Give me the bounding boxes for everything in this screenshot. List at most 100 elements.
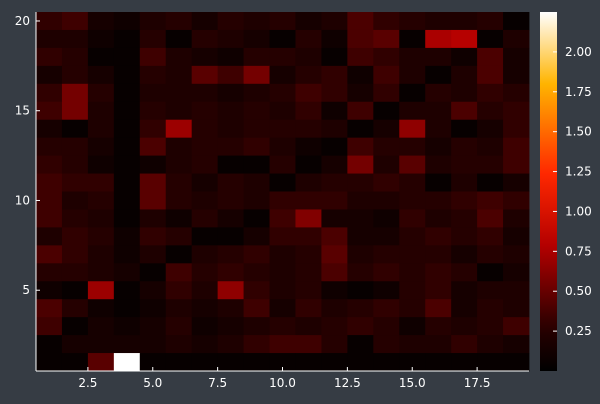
heatmap-cell xyxy=(191,83,219,103)
heatmap-cell xyxy=(113,227,141,246)
heatmap-cell xyxy=(87,299,115,318)
heatmap-cell xyxy=(503,137,530,156)
heatmap-cell xyxy=(425,299,452,318)
heatmap-cell xyxy=(295,227,322,246)
heatmap-cell xyxy=(503,83,530,103)
heatmap-cell xyxy=(477,101,504,121)
heatmap-cell xyxy=(269,335,296,354)
heatmap-cell xyxy=(191,335,219,354)
heatmap-cell xyxy=(425,245,452,264)
heatmap-cell xyxy=(321,335,348,354)
heatmap-cell xyxy=(477,12,504,31)
heatmap-cell xyxy=(217,65,244,85)
heatmap-cell xyxy=(61,335,89,354)
heatmap-cell xyxy=(165,155,193,174)
heatmap-cell xyxy=(477,263,504,282)
heatmap-cell xyxy=(87,101,115,121)
heatmap-cell xyxy=(477,245,504,264)
heatmap-cell xyxy=(269,83,296,103)
heatmap-cell xyxy=(477,173,504,192)
heatmap-cell xyxy=(503,263,530,282)
heatmap-cell xyxy=(191,317,219,336)
heatmap-cell xyxy=(399,317,426,336)
heatmap-cell xyxy=(87,47,115,67)
heatmap-cell xyxy=(113,101,141,121)
heatmap-cell xyxy=(87,227,115,246)
heatmap-cell xyxy=(373,83,400,103)
heatmap-cell xyxy=(347,353,374,372)
heatmap-cell xyxy=(295,101,322,121)
heatmap-cell xyxy=(373,137,400,156)
heatmap-cell xyxy=(425,155,452,174)
heatmap-cell xyxy=(113,119,141,139)
heatmap-cell xyxy=(295,245,322,264)
heatmap-cell xyxy=(36,173,63,192)
y-tick-label: 15 xyxy=(15,104,30,118)
heatmap-cell xyxy=(113,353,141,372)
heatmap-cell xyxy=(321,191,348,210)
heatmap-cell xyxy=(451,263,478,282)
colorbar-ticks: 0.25 0.50 0.75 1.00 1.25 1.50 1.75 2.00 xyxy=(553,45,592,338)
heatmap-cell xyxy=(217,173,244,192)
heatmap-cell xyxy=(87,191,115,210)
heatmap-cell xyxy=(36,209,63,228)
heatmap-cell xyxy=(295,47,322,67)
heatmap-cell xyxy=(139,83,167,103)
heatmap-cell xyxy=(347,281,374,300)
heatmap-cell xyxy=(399,101,426,121)
heatmap-cell xyxy=(61,155,89,174)
heatmap-cell xyxy=(217,227,244,246)
heatmap-cell xyxy=(87,12,115,31)
heatmap-cell xyxy=(451,155,478,174)
heatmap-cell xyxy=(373,29,400,49)
heatmap-cell xyxy=(295,209,322,228)
heatmap-cell xyxy=(373,245,400,264)
heatmap-cell xyxy=(217,263,244,282)
heatmap-cell xyxy=(113,245,141,264)
heatmap-cell xyxy=(191,353,219,372)
heatmap-cell xyxy=(399,227,426,246)
heatmap-cell xyxy=(61,245,89,264)
heatmap-cell xyxy=(243,191,270,210)
heatmap-cell xyxy=(321,245,348,264)
heatmap-cell xyxy=(321,101,348,121)
heatmap-cell xyxy=(399,353,426,372)
heatmap-cell xyxy=(321,119,348,139)
heatmap-cell xyxy=(503,65,530,85)
heatmap-cell xyxy=(477,335,504,354)
heatmap-cell xyxy=(321,299,348,318)
heatmap-cell xyxy=(139,353,167,372)
heatmap-cell xyxy=(295,29,322,49)
heatmap-cell xyxy=(425,47,452,67)
heatmap-cell xyxy=(269,12,296,31)
heatmap-cell xyxy=(477,209,504,228)
heatmap-cell xyxy=(165,47,193,67)
heatmap-cell xyxy=(113,155,141,174)
heatmap-cell xyxy=(139,173,167,192)
heatmap-cell xyxy=(113,335,141,354)
heatmap-cell xyxy=(503,209,530,228)
heatmap-cell xyxy=(217,209,244,228)
heatmap-cell xyxy=(217,281,244,300)
heatmap-cell xyxy=(87,317,115,336)
heatmap-cell xyxy=(451,227,478,246)
heatmap-cell xyxy=(217,12,244,31)
heatmap-cell xyxy=(295,353,322,372)
heatmap-cell xyxy=(425,137,452,156)
heatmap-cell xyxy=(87,65,115,85)
heatmap-cell xyxy=(61,317,89,336)
heatmap-cell xyxy=(113,299,141,318)
heatmap-cell xyxy=(191,299,219,318)
heatmap-cell xyxy=(347,137,374,156)
colorbar-tick-label: 1.50 xyxy=(565,125,592,139)
x-tick-label: 10.0 xyxy=(269,376,296,390)
heatmap-cell xyxy=(503,227,530,246)
heatmap-cell xyxy=(243,137,270,156)
heatmap-cell xyxy=(87,173,115,192)
x-axis-ticks: 2.5 5.0 7.5 10.0 12.5 15.0 17.5 xyxy=(78,367,490,390)
heatmap-cell xyxy=(191,29,219,49)
heatmap-cell xyxy=(113,281,141,300)
heatmap-cell xyxy=(243,317,270,336)
heatmap-cell xyxy=(87,83,115,103)
heatmap-cell xyxy=(139,65,167,85)
